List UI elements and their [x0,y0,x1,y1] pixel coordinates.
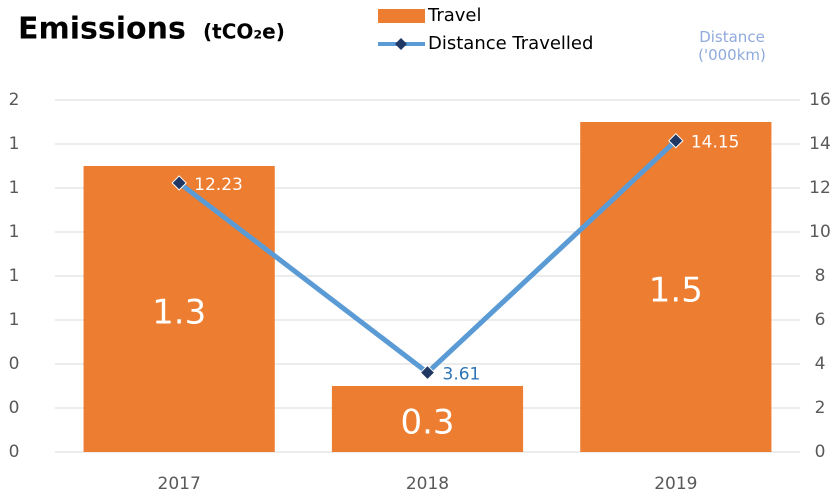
y-tick-label: 0 [9,442,20,462]
y-tick-label: 2 [9,90,20,110]
bar [83,166,275,452]
y-tick-label: 1 [9,134,20,154]
legend-label: Distance Travelled [428,33,593,54]
bar-value-label: 0.3 [400,403,454,443]
y2-axis-label: Distance ('000km) [698,28,766,64]
bar [331,386,524,452]
y-tick-label: 0 [9,398,20,418]
legend-label: Travel [427,5,482,26]
y2-tick-label: 6 [815,310,826,330]
x-tick-label: 2018 [406,474,449,494]
legend-marker [395,38,407,50]
y2-tick-label: 14 [809,134,831,154]
y2-tick-label: 10 [809,222,831,242]
y2-tick-label: 0 [815,442,826,462]
y2-tick-label: 16 [809,90,831,110]
y2-tick-label: 2 [815,398,826,418]
line-value-label: 14.15 [691,133,740,153]
y-tick-label: 1 [9,178,20,198]
bar-value-label: 1.5 [649,271,703,311]
legend-swatch [378,9,425,23]
y-tick-label: 0 [9,354,20,374]
line-marker [668,132,684,149]
line-value-label: 3.61 [443,365,481,385]
line-value-label: 12.23 [194,175,243,195]
bar-value-label: 1.3 [152,293,206,333]
line-marker [171,175,187,191]
x-tick-label: 2019 [654,474,697,494]
y2-tick-label: 12 [809,178,831,198]
y2-tick-label: 4 [815,354,826,374]
chart-title-unit: (tCO₂e) [203,20,285,44]
y2-tick-label: 8 [815,266,826,286]
bar [580,122,772,452]
y-tick-label: 1 [9,266,20,286]
chart-title: Emissions [18,12,186,47]
line-marker [419,364,436,381]
y-tick-label: 1 [9,310,20,330]
x-tick-label: 2017 [158,474,201,494]
y-tick-label: 1 [9,222,20,242]
